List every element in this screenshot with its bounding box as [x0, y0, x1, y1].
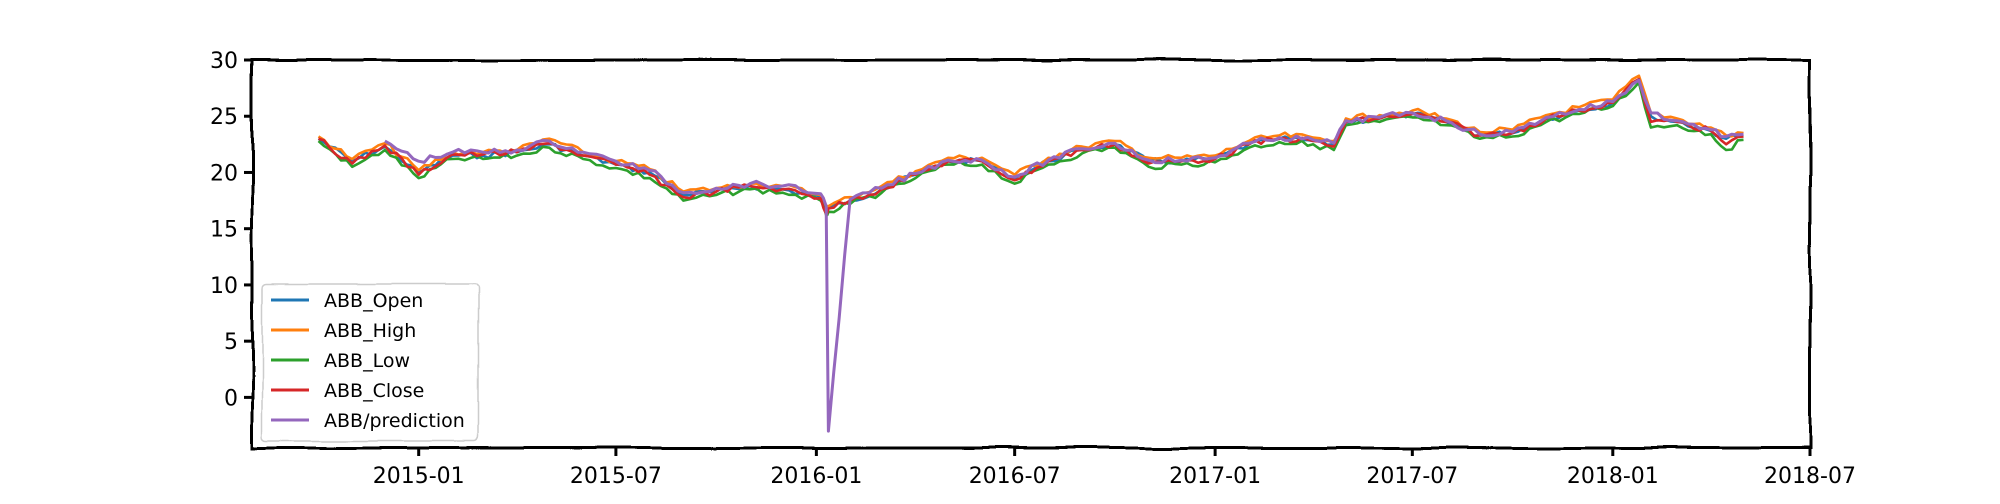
x-axis: 2015-01 2015-07 2016-01 2016-07 2017-01 2017-… [373, 448, 1856, 489]
x-tick-label: 2017-01 [1169, 464, 1261, 489]
x-tick-label: 2015-07 [570, 464, 662, 489]
legend-label: ABB_Low [324, 350, 410, 372]
legend-box [261, 283, 479, 442]
series-layer [317, 74, 1744, 433]
y-tick-label: 10 [210, 274, 238, 299]
x-tick-label: 2018-07 [1764, 464, 1856, 489]
x-tick-label: 2017-07 [1366, 464, 1458, 489]
legend-label: ABB_Open [324, 290, 423, 312]
axes-frame [250, 58, 1812, 450]
y-tick-label: 15 [210, 218, 238, 243]
legend-label: ABB_Close [324, 380, 424, 402]
series-line-abb-close [318, 77, 1744, 216]
series-line-abb-high [317, 74, 1744, 210]
legend-label: ABB_High [324, 320, 416, 342]
x-tick-label: 2015-01 [373, 464, 465, 489]
x-tick-label: 2016-01 [770, 464, 862, 489]
y-tick-label: 30 [210, 49, 238, 74]
y-tick-label: 25 [210, 105, 238, 130]
legend-label: ABB/prediction [324, 410, 465, 432]
x-tick-label: 2018-01 [1567, 464, 1659, 489]
y-tick-label: 0 [224, 386, 238, 411]
y-axis: 0 5 10 15 20 25 30 [210, 49, 252, 411]
y-tick-label: 5 [224, 330, 238, 355]
x-tick-label: 2016-07 [969, 464, 1061, 489]
legend: ABB_Open ABB_High ABB_Low ABB_Close ABB/pred… [261, 283, 479, 442]
y-tick-label: 20 [210, 161, 238, 186]
series-line-abb-prediction [384, 78, 1744, 433]
